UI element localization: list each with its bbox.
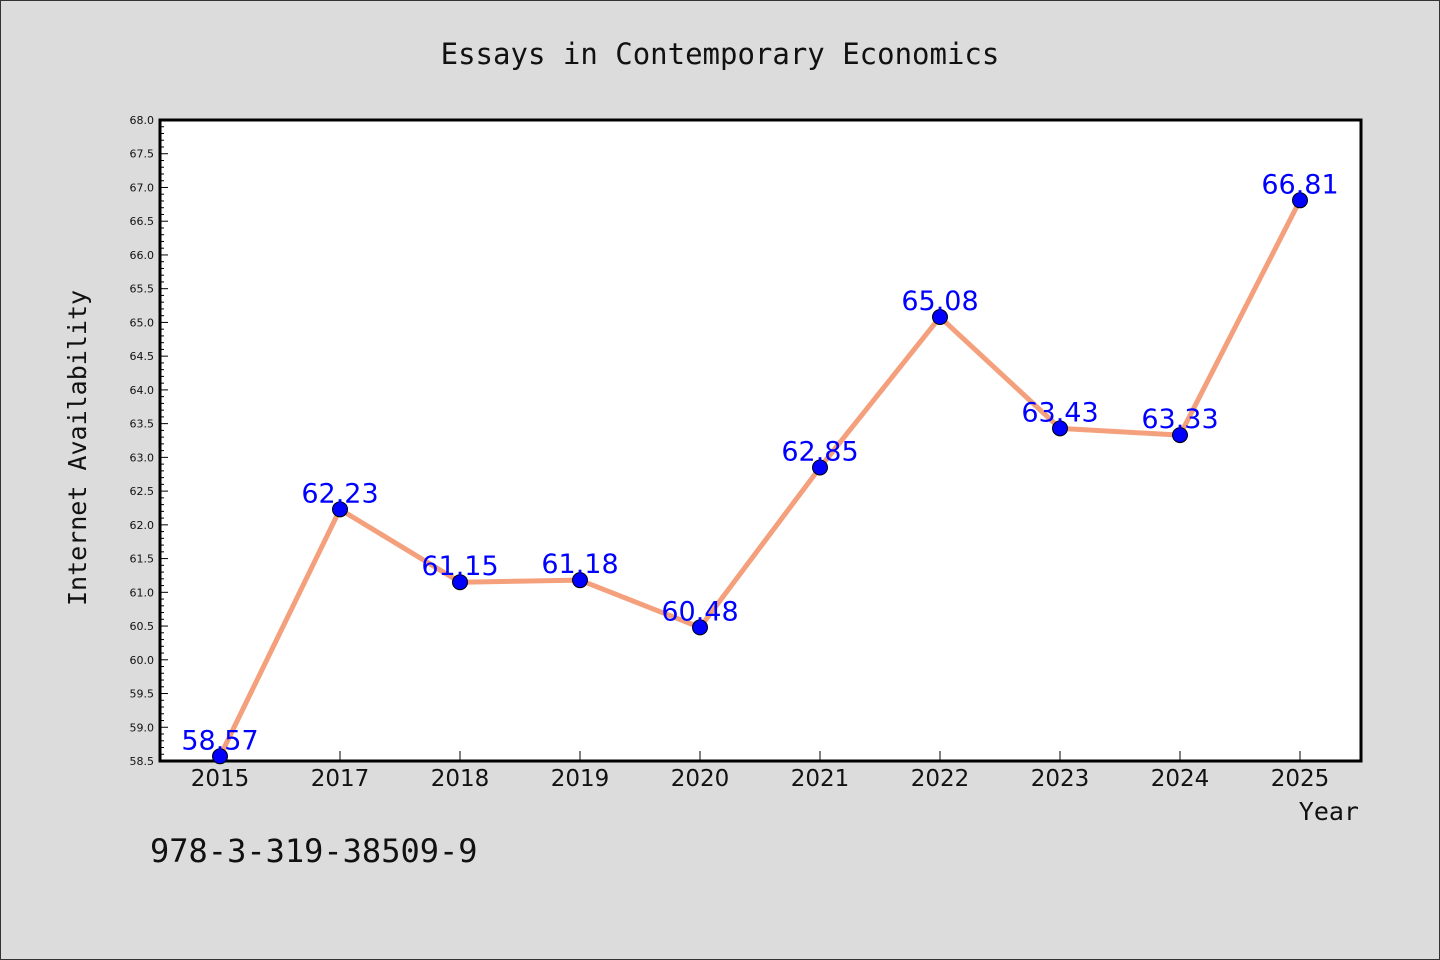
chart-title: Essays in Contemporary Economics bbox=[441, 37, 1000, 71]
y-tick-label: 67.5 bbox=[130, 148, 155, 161]
y-tick-label: 64.5 bbox=[130, 350, 155, 363]
y-tick-label: 66.0 bbox=[130, 249, 155, 262]
y-tick-label: 64.0 bbox=[130, 384, 155, 397]
y-tick-label: 65.0 bbox=[130, 316, 155, 329]
data-point bbox=[572, 572, 588, 589]
y-tick-label: 63.5 bbox=[130, 418, 155, 431]
data-label: 62.23 bbox=[301, 478, 378, 509]
y-tick-label: 63.0 bbox=[130, 451, 155, 464]
data-point bbox=[332, 501, 348, 518]
y-axis-label: Internet Availability bbox=[63, 290, 92, 606]
y-tick-label: 62.0 bbox=[130, 519, 155, 532]
y-tick-label: 58.5 bbox=[130, 755, 155, 768]
data-point bbox=[812, 459, 828, 476]
y-tick-label: 61.0 bbox=[130, 586, 155, 599]
data-point bbox=[212, 748, 228, 765]
x-axis: 2015 2017 2018 2019 2020 2021 2022 2023 2024 2025 bbox=[191, 751, 1330, 792]
data-label: 60.48 bbox=[661, 596, 738, 627]
data-point bbox=[692, 619, 708, 636]
data-point bbox=[1052, 420, 1068, 437]
x-tick-label: 2017 bbox=[311, 766, 370, 792]
isbn-text: 978-3-319-38509-9 bbox=[150, 832, 478, 870]
data-point bbox=[1292, 192, 1308, 209]
x-tick-label: 2024 bbox=[1151, 766, 1210, 792]
y-tick-label: 61.5 bbox=[130, 553, 155, 566]
x-tick-label: 2022 bbox=[911, 766, 970, 792]
data-label: 61.18 bbox=[541, 549, 618, 580]
data-label: 66.81 bbox=[1261, 169, 1338, 200]
y-tick-label: 66.5 bbox=[130, 215, 155, 228]
y-axis: 58.5 59.0 59.5 60.0 60.5 61.0 61.5 62.0 62.5 63.0… bbox=[130, 114, 168, 768]
data-point bbox=[932, 309, 948, 326]
x-axis-label: Year bbox=[1299, 797, 1359, 826]
data-markers bbox=[212, 192, 1308, 765]
y-tick-label: 67.0 bbox=[130, 181, 155, 194]
y-tick-label: 60.0 bbox=[130, 654, 155, 667]
data-label: 58.57 bbox=[181, 725, 258, 756]
data-label: 63.33 bbox=[1141, 404, 1218, 435]
x-tick-label: 2018 bbox=[431, 766, 490, 792]
data-label: 61.15 bbox=[421, 551, 498, 582]
x-tick-label: 2019 bbox=[551, 766, 610, 792]
x-tick-label: 2025 bbox=[1271, 766, 1330, 792]
y-tick-label: 59.0 bbox=[130, 721, 155, 734]
data-label: 63.43 bbox=[1021, 397, 1098, 428]
data-point bbox=[452, 574, 468, 591]
x-tick-label: 2021 bbox=[791, 766, 850, 792]
x-tick-label: 2015 bbox=[191, 766, 250, 792]
plot-area bbox=[158, 118, 1363, 763]
series-line bbox=[217, 199, 1303, 758]
data-label: 62.85 bbox=[781, 436, 858, 467]
data-label: 65.08 bbox=[901, 286, 978, 317]
y-tick-label: 62.5 bbox=[130, 485, 155, 498]
y-tick-label: 60.5 bbox=[130, 620, 155, 633]
y-tick-label: 68.0 bbox=[130, 114, 155, 127]
x-tick-label: 2020 bbox=[671, 766, 730, 792]
y-tick-label: 65.5 bbox=[130, 283, 155, 296]
x-tick-label: 2023 bbox=[1031, 766, 1090, 792]
data-point bbox=[1172, 427, 1188, 444]
y-tick-label: 59.5 bbox=[130, 688, 155, 701]
data-labels: 58.57 62.23 61.15 61.18 60.48 62.85 65.08 63.43… bbox=[181, 169, 1338, 756]
